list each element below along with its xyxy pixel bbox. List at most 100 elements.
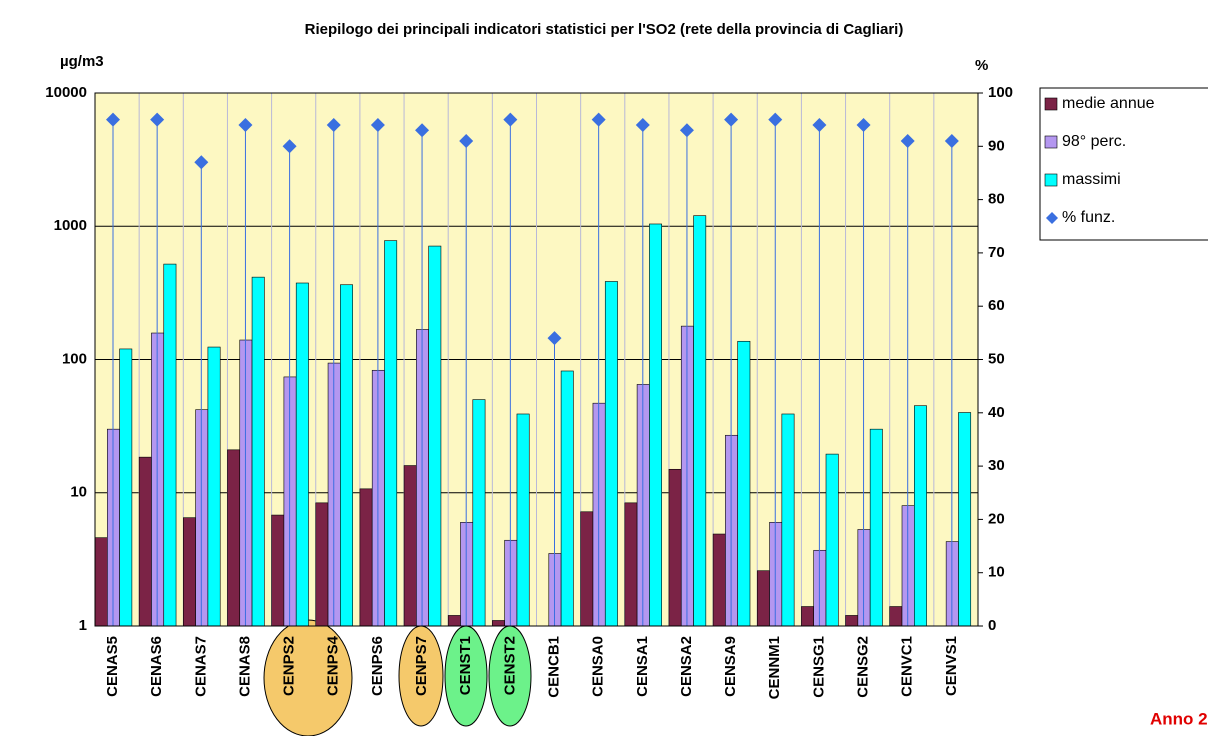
y2-tick-label: 60 xyxy=(988,297,1005,314)
bar xyxy=(889,606,903,627)
x-tick-label: CENSA1 xyxy=(634,636,651,697)
bar xyxy=(340,284,353,627)
legend-marker xyxy=(1044,97,1058,111)
bar xyxy=(119,348,133,627)
bar xyxy=(384,240,398,627)
bar xyxy=(668,468,682,627)
bar xyxy=(138,456,152,627)
bar xyxy=(403,465,417,627)
point xyxy=(679,123,694,138)
bar xyxy=(251,276,265,627)
x-tick-label: CENCB1 xyxy=(545,636,562,698)
point xyxy=(459,133,474,148)
point xyxy=(106,112,120,127)
point xyxy=(856,117,871,132)
bar xyxy=(472,399,486,627)
bar xyxy=(801,606,815,627)
point xyxy=(591,112,606,127)
legend xyxy=(1039,87,1208,241)
point xyxy=(635,117,650,132)
legend-marker xyxy=(1046,212,1058,224)
bar xyxy=(447,615,461,627)
bar xyxy=(913,405,927,627)
annotation: Anno 2006 xyxy=(1150,709,1208,728)
bar xyxy=(580,511,594,627)
point xyxy=(503,112,518,127)
point xyxy=(415,123,430,138)
bar xyxy=(227,449,241,627)
x-tick-label: CENPS7 xyxy=(413,636,430,696)
bar xyxy=(94,537,108,627)
bar xyxy=(560,370,574,627)
bar xyxy=(693,215,707,627)
bar xyxy=(295,282,309,627)
y2-tick-label: 90 xyxy=(988,137,1005,154)
x-tick-label: CENPS2 xyxy=(281,636,298,696)
x-tick-label: CENSA0 xyxy=(590,636,607,697)
bar xyxy=(712,533,726,627)
y2-tick-label: 10 xyxy=(988,564,1005,581)
legend-marker xyxy=(1044,135,1058,149)
y2-tick-label: 30 xyxy=(988,457,1005,474)
bar xyxy=(207,346,221,627)
point xyxy=(812,117,827,132)
y-tick-label: 1000 xyxy=(54,217,87,234)
legend-label: % funz. xyxy=(1062,209,1115,226)
bar xyxy=(781,413,795,627)
x-tick-label: CENAS8 xyxy=(236,636,253,697)
point xyxy=(326,117,341,132)
bar xyxy=(756,570,770,627)
y2-tick-label: 80 xyxy=(988,191,1005,208)
x-tick-label: CENPS6 xyxy=(369,636,386,696)
legend-label: massimi xyxy=(1062,171,1121,188)
x-tick-label: CENNM1 xyxy=(766,636,783,699)
bar xyxy=(869,428,883,627)
y-axis-label: µg/m3 xyxy=(60,53,104,70)
x-tick-label: CENAS5 xyxy=(104,636,121,697)
bar xyxy=(649,223,663,627)
legend-label: medie annue xyxy=(1062,95,1155,112)
bar xyxy=(737,340,751,627)
bar xyxy=(604,281,618,627)
legend-marker xyxy=(1044,173,1058,187)
point xyxy=(238,117,253,132)
bar xyxy=(183,517,196,627)
x-tick-label: CENSA2 xyxy=(678,636,695,697)
x-tick-label: CENVC1 xyxy=(899,636,916,697)
y-tick-label: 100 xyxy=(62,350,87,367)
point xyxy=(900,133,915,148)
y2-tick-label: 100 xyxy=(988,84,1013,101)
point xyxy=(194,155,209,170)
bar xyxy=(624,502,638,627)
y2-tick-label: 20 xyxy=(988,510,1005,527)
bar xyxy=(359,488,373,627)
legend-label: 98° perc. xyxy=(1062,133,1126,150)
x-tick-label: CENAS6 xyxy=(148,636,165,697)
x-tick-label: CENAS7 xyxy=(192,636,209,697)
point xyxy=(547,331,562,346)
x-tick-label: CENSG1 xyxy=(810,636,827,698)
bar xyxy=(163,263,177,627)
y2-tick-label: 50 xyxy=(988,350,1005,367)
y2-axis-label: % xyxy=(975,57,988,74)
x-tick-label: CENSA9 xyxy=(722,636,739,697)
y-tick-label: 10000 xyxy=(45,84,87,101)
bar xyxy=(825,453,839,627)
x-tick-label: CENPS4 xyxy=(325,635,342,696)
x-tick-label: CENST1 xyxy=(457,636,474,695)
bar xyxy=(315,502,329,627)
y2-tick-label: 40 xyxy=(988,404,1005,421)
y-tick-label: 1 xyxy=(79,617,87,634)
bar xyxy=(492,620,505,627)
point xyxy=(370,117,385,132)
highlights xyxy=(263,619,532,736)
x-tick-label: CENSG2 xyxy=(855,636,872,698)
point xyxy=(724,112,739,127)
bar xyxy=(428,245,442,627)
point xyxy=(150,112,165,127)
point xyxy=(768,112,783,127)
y2-tick-label: 70 xyxy=(988,244,1005,261)
x-tick-label: CENST2 xyxy=(501,636,518,695)
point xyxy=(944,133,959,148)
